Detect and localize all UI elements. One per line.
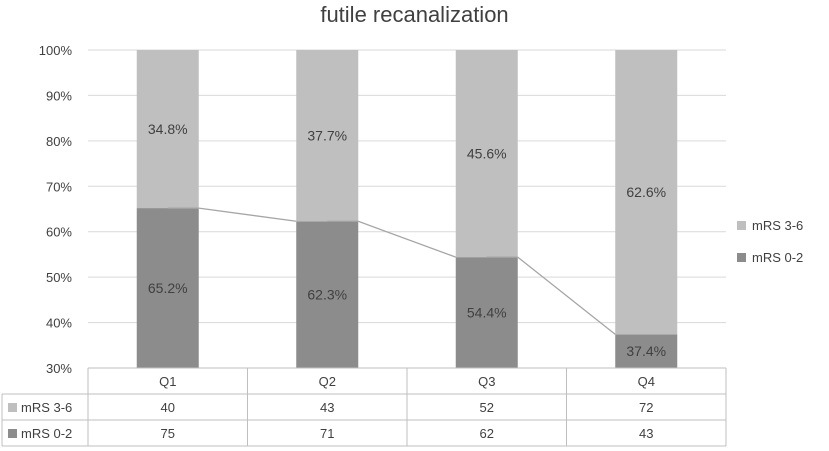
bar-mrs-3-6: [455, 50, 518, 258]
legend-swatch: [737, 221, 746, 230]
y-tick-label: 70%: [46, 179, 72, 194]
table-cell-value: 43: [320, 400, 334, 415]
table-cell-value: 62: [480, 426, 494, 441]
bar-mrs-3-6: [296, 50, 359, 222]
bar-mrs-3-6: [136, 50, 199, 209]
bar-mrs-0-2: [455, 257, 518, 368]
y-tick-label: 30%: [46, 361, 72, 376]
x-category-label: Q1: [159, 374, 176, 389]
y-tick-label: 90%: [46, 88, 72, 103]
table-legend-key: [8, 403, 17, 412]
legend-swatch: [737, 253, 746, 262]
data-label-mrs-0-2: 62.3%: [307, 287, 347, 303]
table-cell-value: 52: [480, 400, 494, 415]
chart-title: futile recanalization: [320, 2, 509, 27]
trend-line-segment: [198, 207, 297, 222]
table-row-label: mRS 0-2: [21, 426, 72, 441]
trend-line-segment: [517, 256, 616, 335]
table-cell-value: 75: [161, 426, 175, 441]
trend-line-segment: [358, 220, 456, 258]
table-legend-key: [8, 429, 17, 438]
data-label-mrs-0-2: 54.4%: [467, 305, 507, 321]
bar-mrs-0-2: [296, 221, 359, 368]
x-category-label: Q3: [478, 374, 495, 389]
table-cell-value: 43: [639, 426, 653, 441]
y-tick-label: 60%: [46, 225, 72, 240]
y-tick-label: 80%: [46, 134, 72, 149]
data-label-mrs-3-6: 34.8%: [148, 121, 188, 137]
data-label-mrs-3-6: 45.6%: [467, 146, 507, 162]
legend-label: mRS 3-6: [752, 218, 803, 233]
x-category-label: Q2: [319, 374, 336, 389]
x-category-label: Q4: [638, 374, 655, 389]
bar-mrs-0-2: [136, 208, 199, 368]
data-label-mrs-0-2: 65.2%: [148, 280, 188, 296]
legend-label: mRS 0-2: [752, 250, 803, 265]
data-label-mrs-0-2: 37.4%: [626, 343, 666, 359]
y-tick-label: 50%: [46, 270, 72, 285]
table-row-label: mRS 3-6: [21, 400, 72, 415]
table-cell-value: 71: [320, 426, 334, 441]
bar-mrs-3-6: [615, 50, 678, 335]
data-label-mrs-3-6: 37.7%: [307, 128, 347, 144]
y-tick-label: 100%: [39, 43, 73, 58]
table-cell-value: 72: [639, 400, 653, 415]
data-label-mrs-3-6: 62.6%: [626, 184, 666, 200]
y-tick-label: 40%: [46, 316, 72, 331]
bar-mrs-0-2: [615, 334, 678, 368]
table-cell-value: 40: [161, 400, 175, 415]
